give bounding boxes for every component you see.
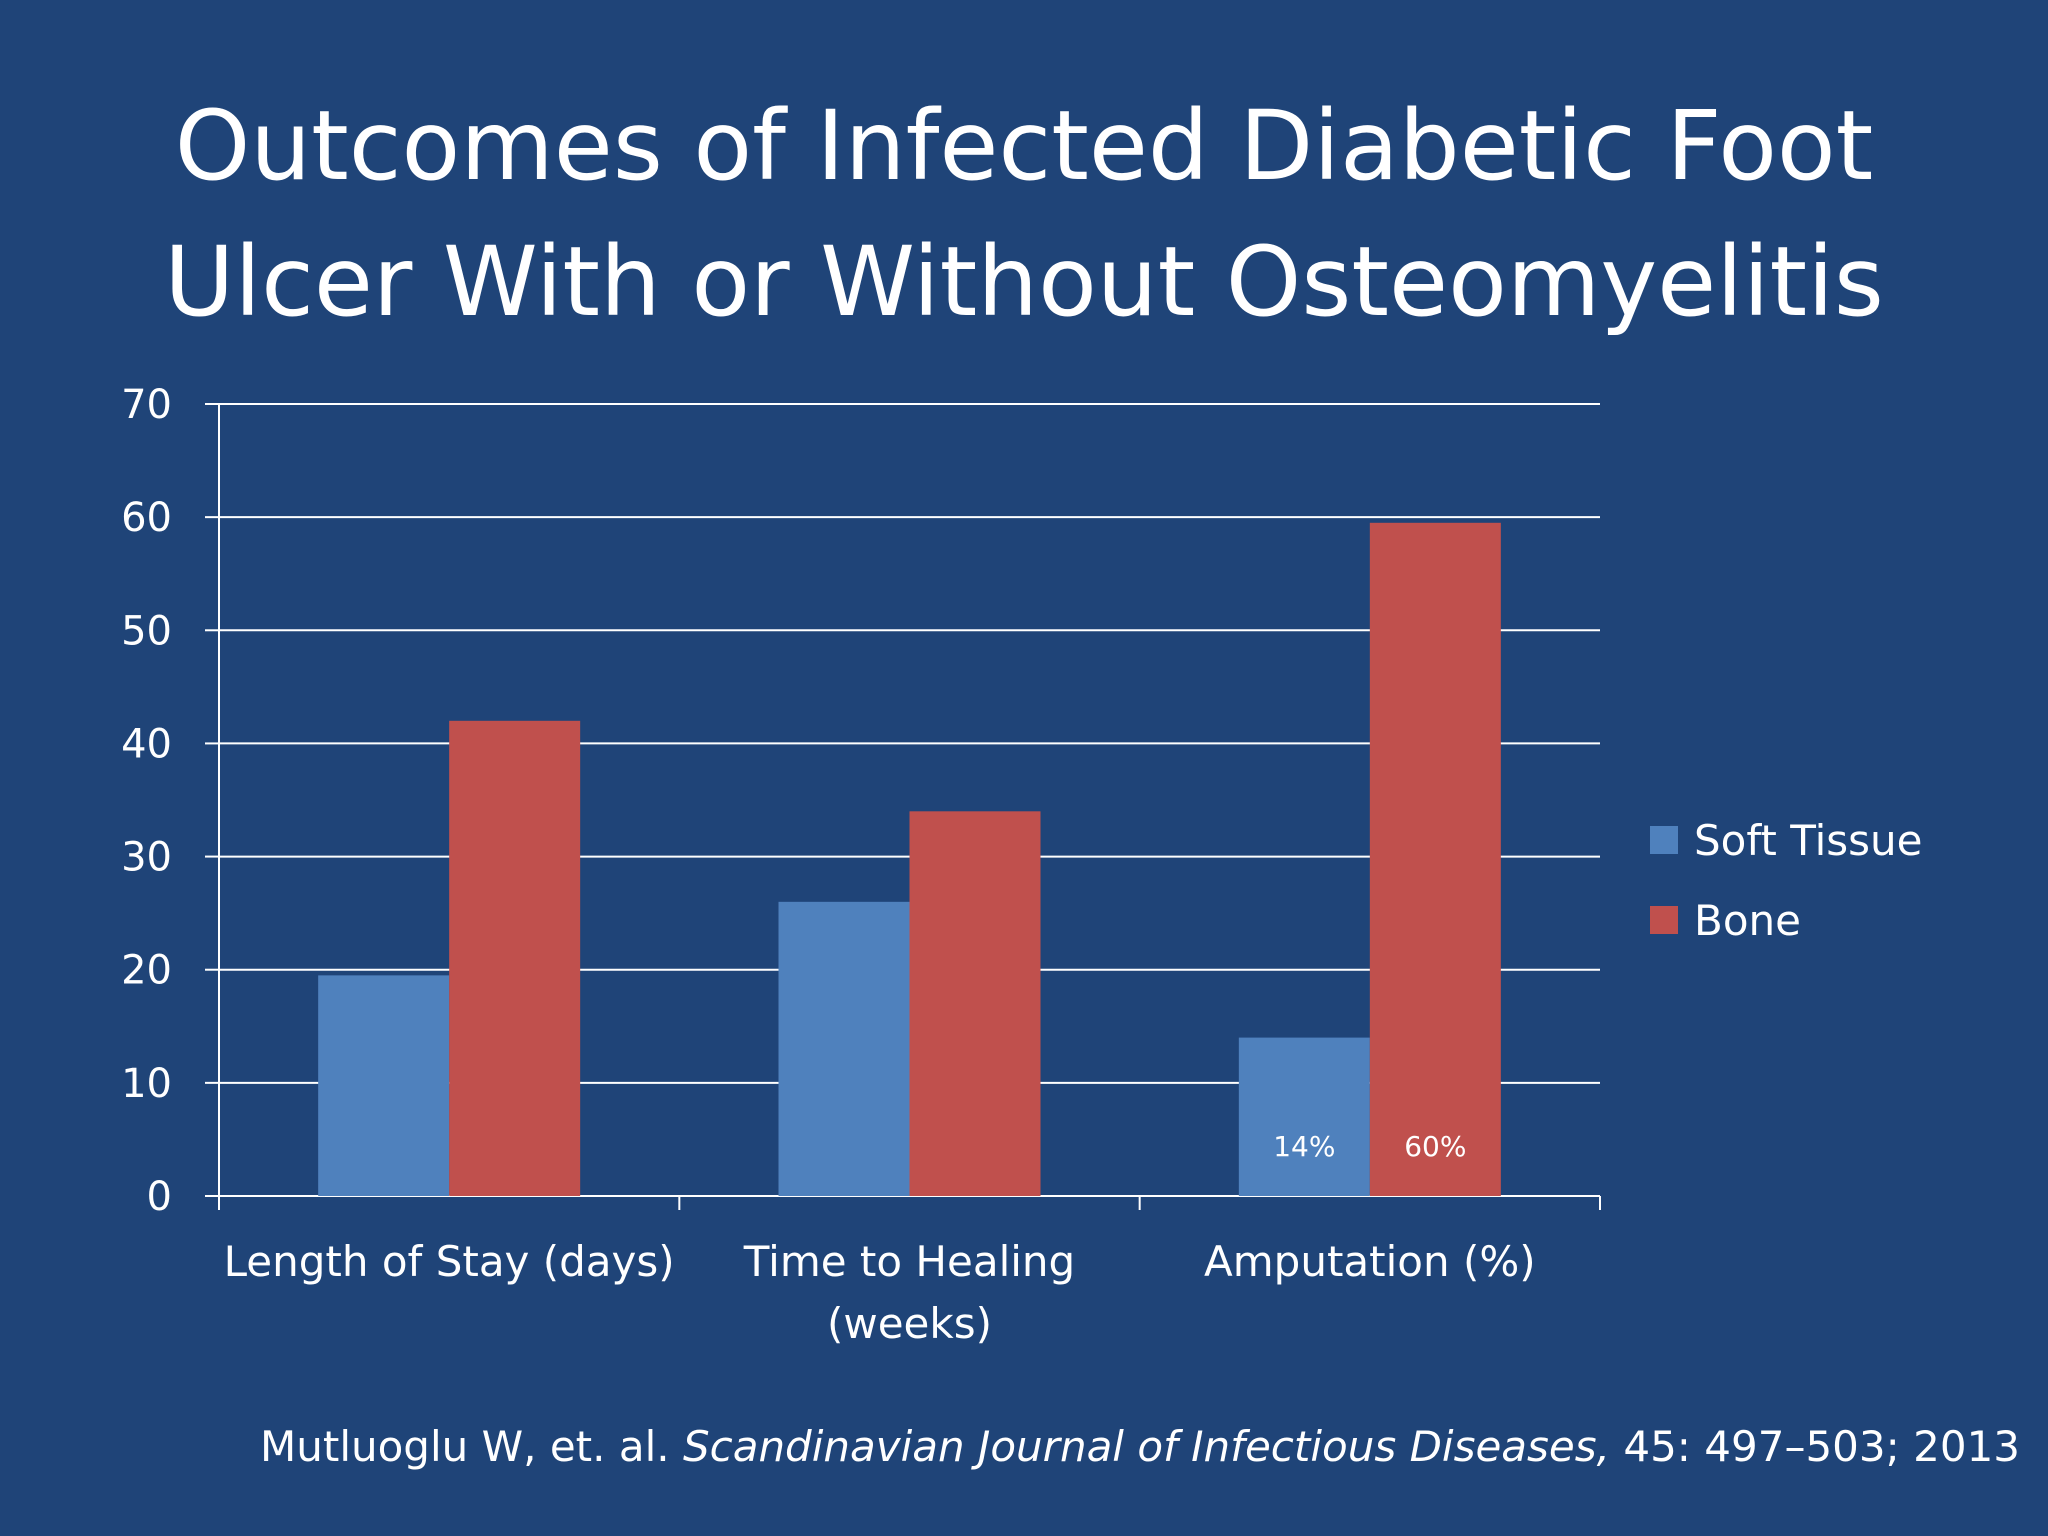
bar-bone-0 xyxy=(449,720,581,1196)
legend-label-soft-tissue: Soft Tissue xyxy=(1694,815,1923,865)
citation: Mutluoglu W, et. al. Scandinavian Journa… xyxy=(260,1422,2020,1471)
legend-swatch-bone xyxy=(1650,906,1678,934)
citation-details: 45: 497–503; 2013 xyxy=(1610,1422,2021,1471)
bar-soft-tissue-1 xyxy=(778,901,910,1196)
legend-item-soft-tissue: Soft Tissue xyxy=(1650,800,1922,880)
x-category-label-0-0: Length of Stay (days) xyxy=(224,1237,675,1286)
x-category-label-1-0: Time to Healing xyxy=(743,1237,1075,1286)
legend-swatch-soft-tissue xyxy=(1650,826,1678,854)
y-tick-label-60: 60 xyxy=(121,495,172,541)
title-line-1: Outcomes of Infected Diabetic Foot xyxy=(174,90,1874,202)
legend-label-bone: Bone xyxy=(1694,895,1801,945)
data-label-soft-tissue-2: 14% xyxy=(1273,1130,1335,1163)
bar-soft-tissue-0 xyxy=(318,975,450,1196)
title-line-2: Ulcer With or Without Osteomyelitis xyxy=(164,226,1884,338)
data-label-bone-2: 60% xyxy=(1404,1130,1466,1163)
citation-authors: Mutluoglu W, et. al. xyxy=(260,1422,683,1471)
bar-bone-1 xyxy=(909,811,1041,1196)
y-tick-label-20: 20 xyxy=(121,948,172,994)
x-category-label-1-1: (weeks) xyxy=(827,1299,992,1348)
y-tick-label-0: 0 xyxy=(147,1174,172,1220)
y-tick-label-70: 70 xyxy=(121,382,172,428)
legend-item-bone: Bone xyxy=(1650,880,1922,960)
x-category-label-2-0: Amputation (%) xyxy=(1204,1237,1536,1286)
bar-soft-tissue-2 xyxy=(1238,1037,1370,1196)
slide-title: Outcomes of Infected Diabetic Foot Ulcer… xyxy=(0,78,2048,350)
y-tick-label-10: 10 xyxy=(121,1061,172,1107)
bar-bone-2 xyxy=(1369,522,1501,1196)
chart-legend: Soft Tissue Bone xyxy=(1650,800,1922,960)
y-tick-label-40: 40 xyxy=(121,721,172,767)
y-tick-label-30: 30 xyxy=(121,835,172,881)
y-tick-label-50: 50 xyxy=(121,608,172,654)
citation-journal: Scandinavian Journal of Infectious Disea… xyxy=(682,1422,1610,1471)
